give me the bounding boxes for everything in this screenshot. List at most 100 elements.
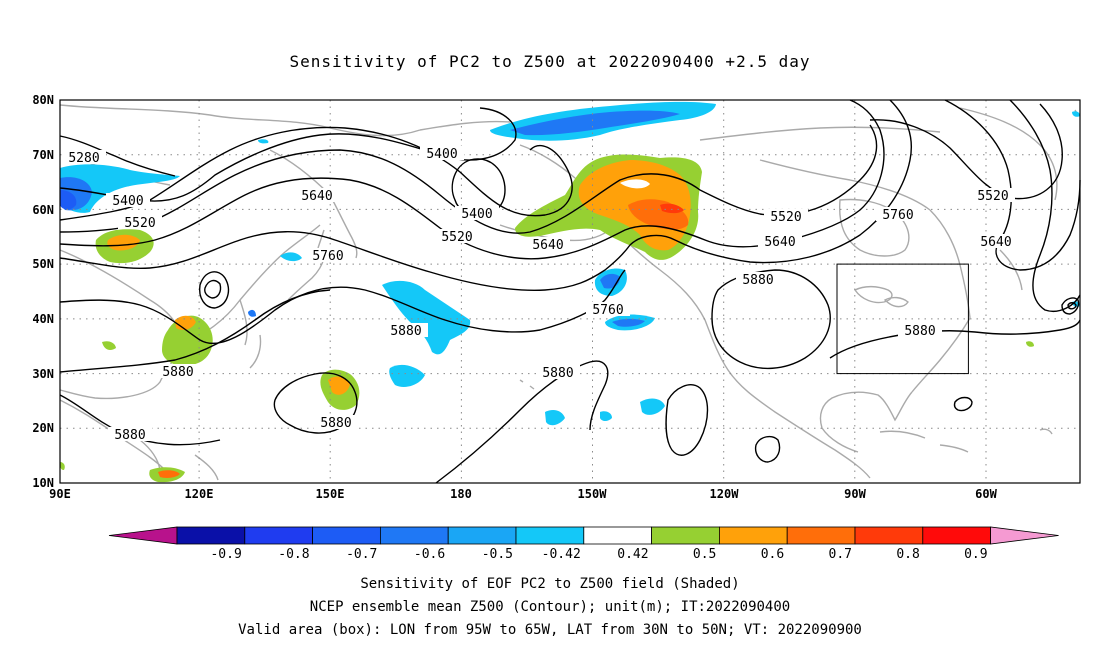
colorbar-tick-label: 0.42 [617, 547, 648, 562]
contour-label: 5880 [108, 427, 152, 443]
svg-text:5880: 5880 [542, 366, 573, 381]
lat-label: 40N [32, 312, 54, 326]
colorbar-tick-label: -0.9 [210, 547, 241, 562]
contour-label: 5880 [736, 272, 780, 288]
lon-label: 90E [49, 487, 71, 501]
colorbar-segment [176, 526, 246, 545]
map-panel: 5280 5400 5400 5400 5520 5520 5520 5520 … [59, 99, 1081, 484]
blob-mongolia-positive-core [107, 234, 140, 251]
svg-text:5760: 5760 [312, 249, 343, 264]
colorbar-segment [447, 526, 517, 545]
svg-text:5520: 5520 [977, 189, 1008, 204]
blob-alaska-positive-peak [660, 203, 684, 214]
contour-label: 5640 [526, 237, 570, 253]
colorbar-segment [515, 526, 585, 545]
map-background [60, 100, 1080, 483]
lon-label: 90W [844, 487, 866, 501]
blob-small-negative-1 [545, 410, 565, 426]
blob-offshore-negative-core [612, 318, 645, 327]
lat-label: 80N [32, 93, 54, 107]
caption-shaded: Sensitivity of EOF PC2 to Z500 field (Sh… [360, 576, 739, 592]
contour-label: 5760 [306, 248, 350, 264]
caption-valid-area: Valid area (box): LON from 95W to 65W, L… [238, 622, 862, 638]
colorbar-segment [854, 526, 924, 545]
colorbar-segment [583, 526, 652, 545]
svg-text:5880: 5880 [162, 365, 193, 380]
blob-small-positive-1 [102, 341, 116, 350]
contour-label: 5880 [536, 365, 580, 381]
svg-text:5880: 5880 [904, 324, 935, 339]
colorbar-tick-label: 0.7 [829, 547, 852, 562]
sensitivity-shading [60, 101, 1080, 483]
svg-text:5400: 5400 [461, 207, 492, 222]
colorbar-tick-label: -0.8 [278, 547, 309, 562]
lon-label: 180 [450, 487, 472, 501]
blob-subtropic-negative [389, 364, 425, 387]
colorbar-tick-label: 0.9 [964, 547, 987, 562]
contour-label: 5400 [455, 206, 499, 222]
colorbar-tick-label: 0.6 [761, 547, 784, 562]
lon-label: 60W [975, 487, 997, 501]
svg-text:5280: 5280 [68, 151, 99, 166]
svg-text:5880: 5880 [320, 416, 351, 431]
lon-label: 120E [185, 487, 214, 501]
colorbar-tick-label: -0.6 [414, 547, 445, 562]
lon-label: 120W [710, 487, 740, 501]
blob-small-positive-3 [1026, 341, 1034, 347]
contour-label: 5880 [384, 323, 428, 339]
blob-japan-negative [280, 252, 302, 262]
colorbar-segment [719, 526, 788, 545]
colorbar-tick-label: -0.7 [346, 547, 377, 562]
contour-label: 5400 [420, 146, 464, 162]
caption-contour: NCEP ensemble mean Z500 (Contour); unit(… [310, 599, 790, 615]
lat-label: 10N [32, 476, 54, 490]
lat-label: 70N [32, 148, 54, 162]
lon-label: 150W [578, 487, 608, 501]
contour-label: 5520 [118, 215, 162, 231]
contour-label: 5880 [898, 323, 942, 339]
svg-text:5400: 5400 [426, 147, 457, 162]
colorbar-tick-label: -0.42 [542, 547, 581, 562]
blob-south-china-positive-core [158, 470, 180, 478]
blob-small-negative-4 [248, 309, 256, 317]
contour-label: 5520 [971, 188, 1015, 204]
colorbar-segment [312, 526, 381, 545]
contour-label: 5520 [764, 209, 808, 225]
contour-label: 5640 [295, 188, 339, 204]
blob-siberia-negative-core [60, 190, 77, 210]
contour-label: 5760 [876, 207, 920, 223]
svg-text:5880: 5880 [390, 324, 421, 339]
lat-label: 50N [32, 257, 54, 271]
lat-axis: 80N 70N 60N 50N 40N 30N 20N 10N [32, 93, 54, 490]
colorbar-segment [786, 526, 856, 545]
blob-small-negative-2 [600, 411, 612, 421]
svg-text:5640: 5640 [301, 189, 332, 204]
gridlines [60, 100, 1080, 483]
svg-text:5880: 5880 [742, 273, 773, 288]
contour-labels: 5280 5400 5400 5400 5520 5520 5520 5520 … [62, 146, 1018, 443]
svg-text:5760: 5760 [882, 208, 913, 223]
valid-area-box [836, 263, 969, 375]
blob-small-negative-5 [1072, 111, 1080, 117]
blob-small-positive-2 [60, 462, 65, 470]
contour-label: 5640 [974, 234, 1018, 250]
svg-text:5400: 5400 [112, 194, 143, 209]
colorbar: -0.9 -0.8 -0.7 -0.6 -0.5 -0.42 0.42 0.5 0.6 0.7 0.… [108, 526, 1059, 562]
svg-text:5640: 5640 [764, 235, 795, 250]
lat-label: 30N [32, 367, 54, 381]
svg-text:5640: 5640 [532, 238, 563, 253]
blob-central-pacific-negative [382, 280, 471, 355]
contour-label: 5880 [314, 415, 358, 431]
svg-text:5520: 5520 [441, 230, 472, 245]
colorbar-segment [244, 526, 314, 545]
blob-siberia-negative [60, 164, 180, 213]
lat-label: 20N [32, 421, 54, 435]
colorbar-left-arrow [108, 526, 178, 545]
colorbar-segment [379, 526, 449, 545]
colorbar-right-arrow [990, 526, 1059, 545]
blob-subtropic-positive-core [328, 376, 350, 395]
contour-label: 5640 [758, 234, 802, 250]
svg-text:5760: 5760 [592, 303, 623, 318]
svg-text:5640: 5640 [980, 235, 1011, 250]
